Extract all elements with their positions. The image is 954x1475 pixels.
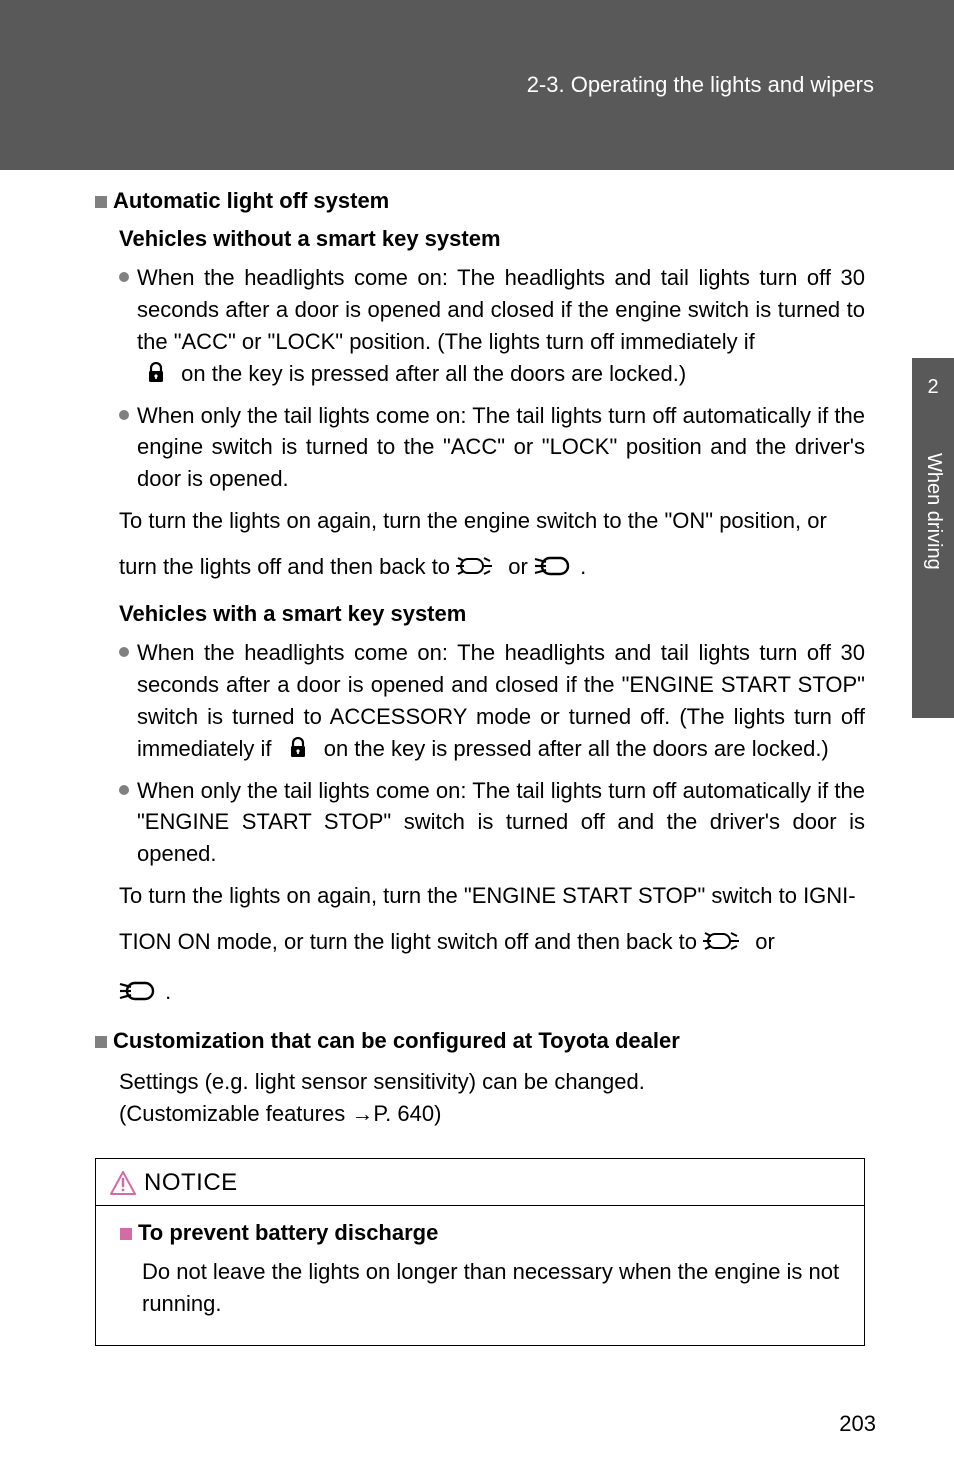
square-bullet-icon [95,1036,107,1048]
side-tab-chapter-number: 2 [912,376,954,399]
circle-bullet-icon [119,785,129,795]
para-turn-off-back: turn the lights off and then back to or … [119,551,865,583]
para4: TION ON mode, or turn the light switch o… [119,926,865,958]
para4-icon-line: . [119,976,865,1008]
content: Automatic light off system Vehicles with… [95,188,865,1346]
subheading-with-smart-key: Vehicles with a smart key system [119,601,865,627]
bullet3-part-b: on the key is pressed after all the door… [324,736,829,761]
side-tab: 2 When driving [912,358,954,718]
notice-heading-text: To prevent battery discharge [138,1220,438,1245]
notice-title-row: NOTICE [96,1159,864,1206]
bullet-item: When only the tail lights come on: The t… [119,775,865,871]
headlight-icon [119,980,159,1002]
heading-text: Customization that can be configured at … [113,1028,680,1053]
square-bullet-pink-icon [120,1228,132,1240]
lock-icon [288,737,308,759]
para2-b: or [508,554,534,579]
square-bullet-icon [95,196,107,208]
notice-text: Do not leave the lights on longer than n… [142,1256,846,1320]
subheading-without-smart-key: Vehicles without a smart key system [119,226,865,252]
page: 2-3. Operating the lights and wipers 2 W… [0,0,954,1475]
heading-customization: Customization that can be configured at … [95,1028,865,1054]
bullet-item: When the headlights come on: The headlig… [119,262,865,390]
bullet-text: When only the tail lights come on: The t… [137,400,865,496]
notice-title: NOTICE [144,1169,238,1197]
lock-icon [146,362,166,384]
heading-auto-light-off: Automatic light off system [95,188,865,214]
circle-bullet-icon [119,410,129,420]
para4-c: . [165,979,171,1004]
bullet-text: When only the tail lights come on: The t… [137,775,865,871]
para2-c: . [580,554,586,579]
bullet-item: When the headlights come on: The headlig… [119,637,865,765]
headlight-icon [534,555,574,577]
notice-box: NOTICE To prevent battery discharge Do n… [95,1158,865,1347]
bullet1-part-b: on the key is pressed after all the door… [181,361,686,386]
bullet-item: When only the tail lights come on: The t… [119,400,865,496]
heading-text: Automatic light off system [113,188,389,213]
para4-b: or [755,929,775,954]
page-number: 203 [839,1411,876,1437]
circle-bullet-icon [119,647,129,657]
para-turn-on-again: To turn the lights on again, turn the en… [119,505,865,537]
side-tab-chapter-label: When driving [922,453,945,570]
tail-light-icon [703,930,749,952]
bullet1-part-a: When the headlights come on: The headlig… [137,265,865,354]
para2-a: turn the lights off and then back to [119,554,456,579]
notice-heading: To prevent battery discharge [120,1220,846,1246]
circle-bullet-icon [119,272,129,282]
bullet-text: When the headlights come on: The headlig… [137,262,865,390]
bullet-text: When the headlights come on: The headlig… [137,637,865,765]
header-section-label: 2-3. Operating the lights and wipers [527,72,874,98]
header-band: 2-3. Operating the lights and wipers [0,0,954,170]
para3: To turn the lights on again, turn the "E… [119,880,865,912]
tail-light-icon [456,555,502,577]
custom-line1: Settings (e.g. light sensor sensitivity)… [119,1066,865,1098]
custom-line2: (Customizable features →P. 640) [119,1098,865,1130]
notice-body: To prevent battery discharge Do not leav… [96,1206,864,1346]
para4-a: TION ON mode, or turn the light switch o… [119,929,703,954]
warning-triangle-icon [110,1171,136,1195]
